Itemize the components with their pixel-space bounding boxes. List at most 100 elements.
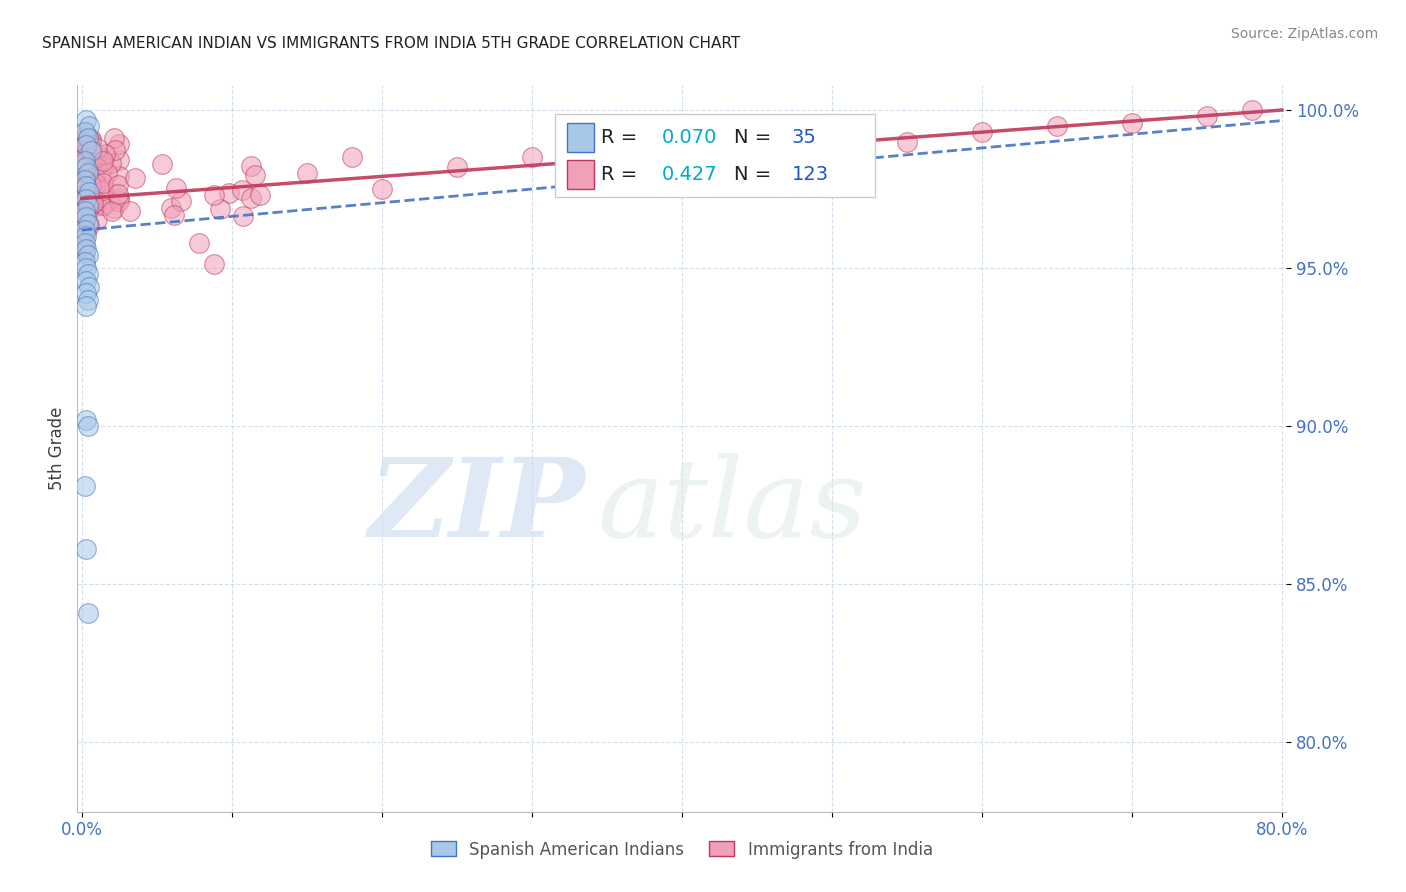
Point [243,168,266,182]
Point [86,160,108,174]
Point [76,159,98,173]
Point [76,606,98,620]
Point [79,200,101,214]
Point [75,299,97,313]
Point [295,166,318,180]
Point [79,119,101,133]
Point [202,188,225,202]
Text: atlas: atlas [598,452,868,560]
Point [76,179,98,194]
Text: N =: N = [734,128,778,147]
Point [73,176,96,190]
Point [76,248,98,262]
Point [73,167,96,181]
Point [80,171,103,186]
Point [75,286,97,301]
Point [72,149,94,163]
Point [80,188,103,202]
Point [90,150,112,164]
Point [108,191,131,205]
Point [76,166,98,180]
Point [73,153,96,168]
Point [93,147,115,161]
Point [93,161,115,175]
Point [73,235,96,250]
Text: R =: R = [600,165,644,184]
Point [100,155,122,169]
Point [75,542,97,557]
Point [165,180,187,194]
Point [239,191,262,205]
Point [91,152,114,166]
Point [671,141,693,155]
Point [77,161,100,176]
Point [108,137,131,152]
Point [73,254,96,268]
Point [75,128,97,142]
Point [75,160,97,174]
Point [76,419,98,434]
Point [73,223,96,237]
Point [970,125,993,139]
Text: 123: 123 [792,165,830,184]
Point [91,176,114,190]
Point [72,206,94,220]
Point [82,196,104,211]
Point [72,188,94,202]
Point [202,257,225,271]
Bar [567,123,593,153]
Point [87,156,110,170]
Point [1046,119,1069,133]
Point [73,200,96,214]
Point [75,242,97,256]
Point [75,137,97,152]
Point [90,185,112,199]
Point [79,168,101,182]
Point [103,201,125,215]
Point [73,170,96,185]
Point [73,136,96,151]
Point [188,236,211,251]
Point [75,261,97,276]
Point [80,132,103,146]
Point [73,245,96,260]
Point [75,176,97,190]
Point [83,180,105,194]
Point [75,211,97,225]
Point [75,192,97,206]
Point [73,172,96,186]
Text: N =: N = [734,165,778,184]
Point [75,112,97,127]
Point [93,198,115,212]
Point [107,187,129,202]
Point [72,151,94,165]
Point [76,217,98,231]
Text: 35: 35 [792,128,817,147]
Point [84,177,107,191]
Point [86,212,108,227]
Point [72,156,94,170]
Point [170,194,193,208]
Point [75,226,97,240]
Point [83,160,105,174]
Point [163,208,186,222]
Point [1195,109,1218,123]
Point [72,238,94,252]
Point [73,186,96,201]
Point [73,164,96,178]
Point [103,131,125,145]
Point [79,165,101,179]
Point [83,172,105,186]
Y-axis label: 5th Grade: 5th Grade [48,407,66,490]
Text: ZIP: ZIP [368,452,585,560]
Point [108,194,131,208]
Point [89,154,111,169]
Point [108,153,131,167]
Point [160,202,183,216]
Text: 0.427: 0.427 [661,165,717,184]
Point [150,157,173,171]
Legend: Spanish American Indians, Immigrants from India: Spanish American Indians, Immigrants fro… [425,834,939,865]
Point [73,151,96,165]
Point [72,147,94,161]
Point [73,133,96,147]
